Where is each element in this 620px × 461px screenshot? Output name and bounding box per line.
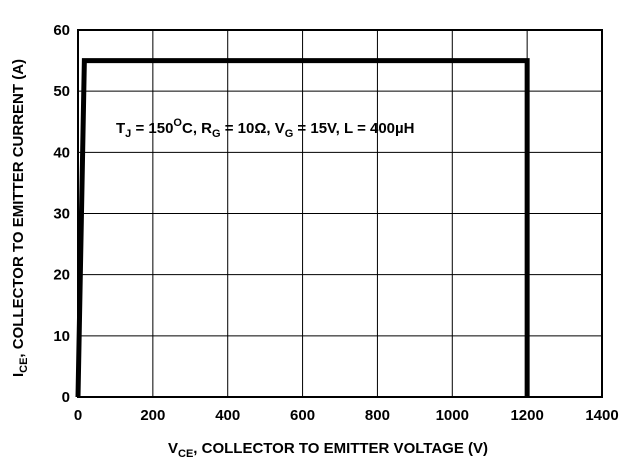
x-tick-labels: 0 200 400 600 800 1000 1200 1400 (74, 407, 619, 424)
x-tick-label: 400 (215, 407, 240, 424)
y-axis-label: ICE, COLLECTOR TO EMITTER CURRENT (A) (10, 59, 30, 377)
y-tick-label: 30 (53, 206, 70, 223)
x-tick-label: 1000 (436, 407, 469, 424)
y-tick-label: 40 (53, 144, 70, 161)
x-tick-label: 200 (140, 407, 165, 424)
y-tick-label: 50 (53, 83, 70, 100)
plot-frame (77, 29, 603, 398)
x-tick-label: 1400 (585, 407, 618, 424)
y-tick-label: 0 (62, 389, 70, 406)
y-tick-label: 20 (53, 267, 70, 284)
y-tick-labels: 0 10 20 30 40 50 60 (53, 22, 70, 406)
series-line (75, 58, 530, 398)
series-layer (75, 58, 530, 398)
y-tick-label: 10 (53, 328, 70, 345)
x-tick-label: 0 (74, 407, 82, 424)
x-tick-label: 800 (365, 407, 390, 424)
y-tick-label: 60 (53, 22, 70, 39)
annotation-conditions: TJ = 150OC, RG = 10Ω, VG = 15V, L = 400µ… (116, 117, 415, 140)
x-tick-label: 600 (290, 407, 315, 424)
grid-lines (77, 29, 603, 398)
x-axis-label: VCE, COLLECTOR TO EMITTER VOLTAGE (V) (168, 440, 488, 460)
x-tick-label: 1200 (510, 407, 543, 424)
